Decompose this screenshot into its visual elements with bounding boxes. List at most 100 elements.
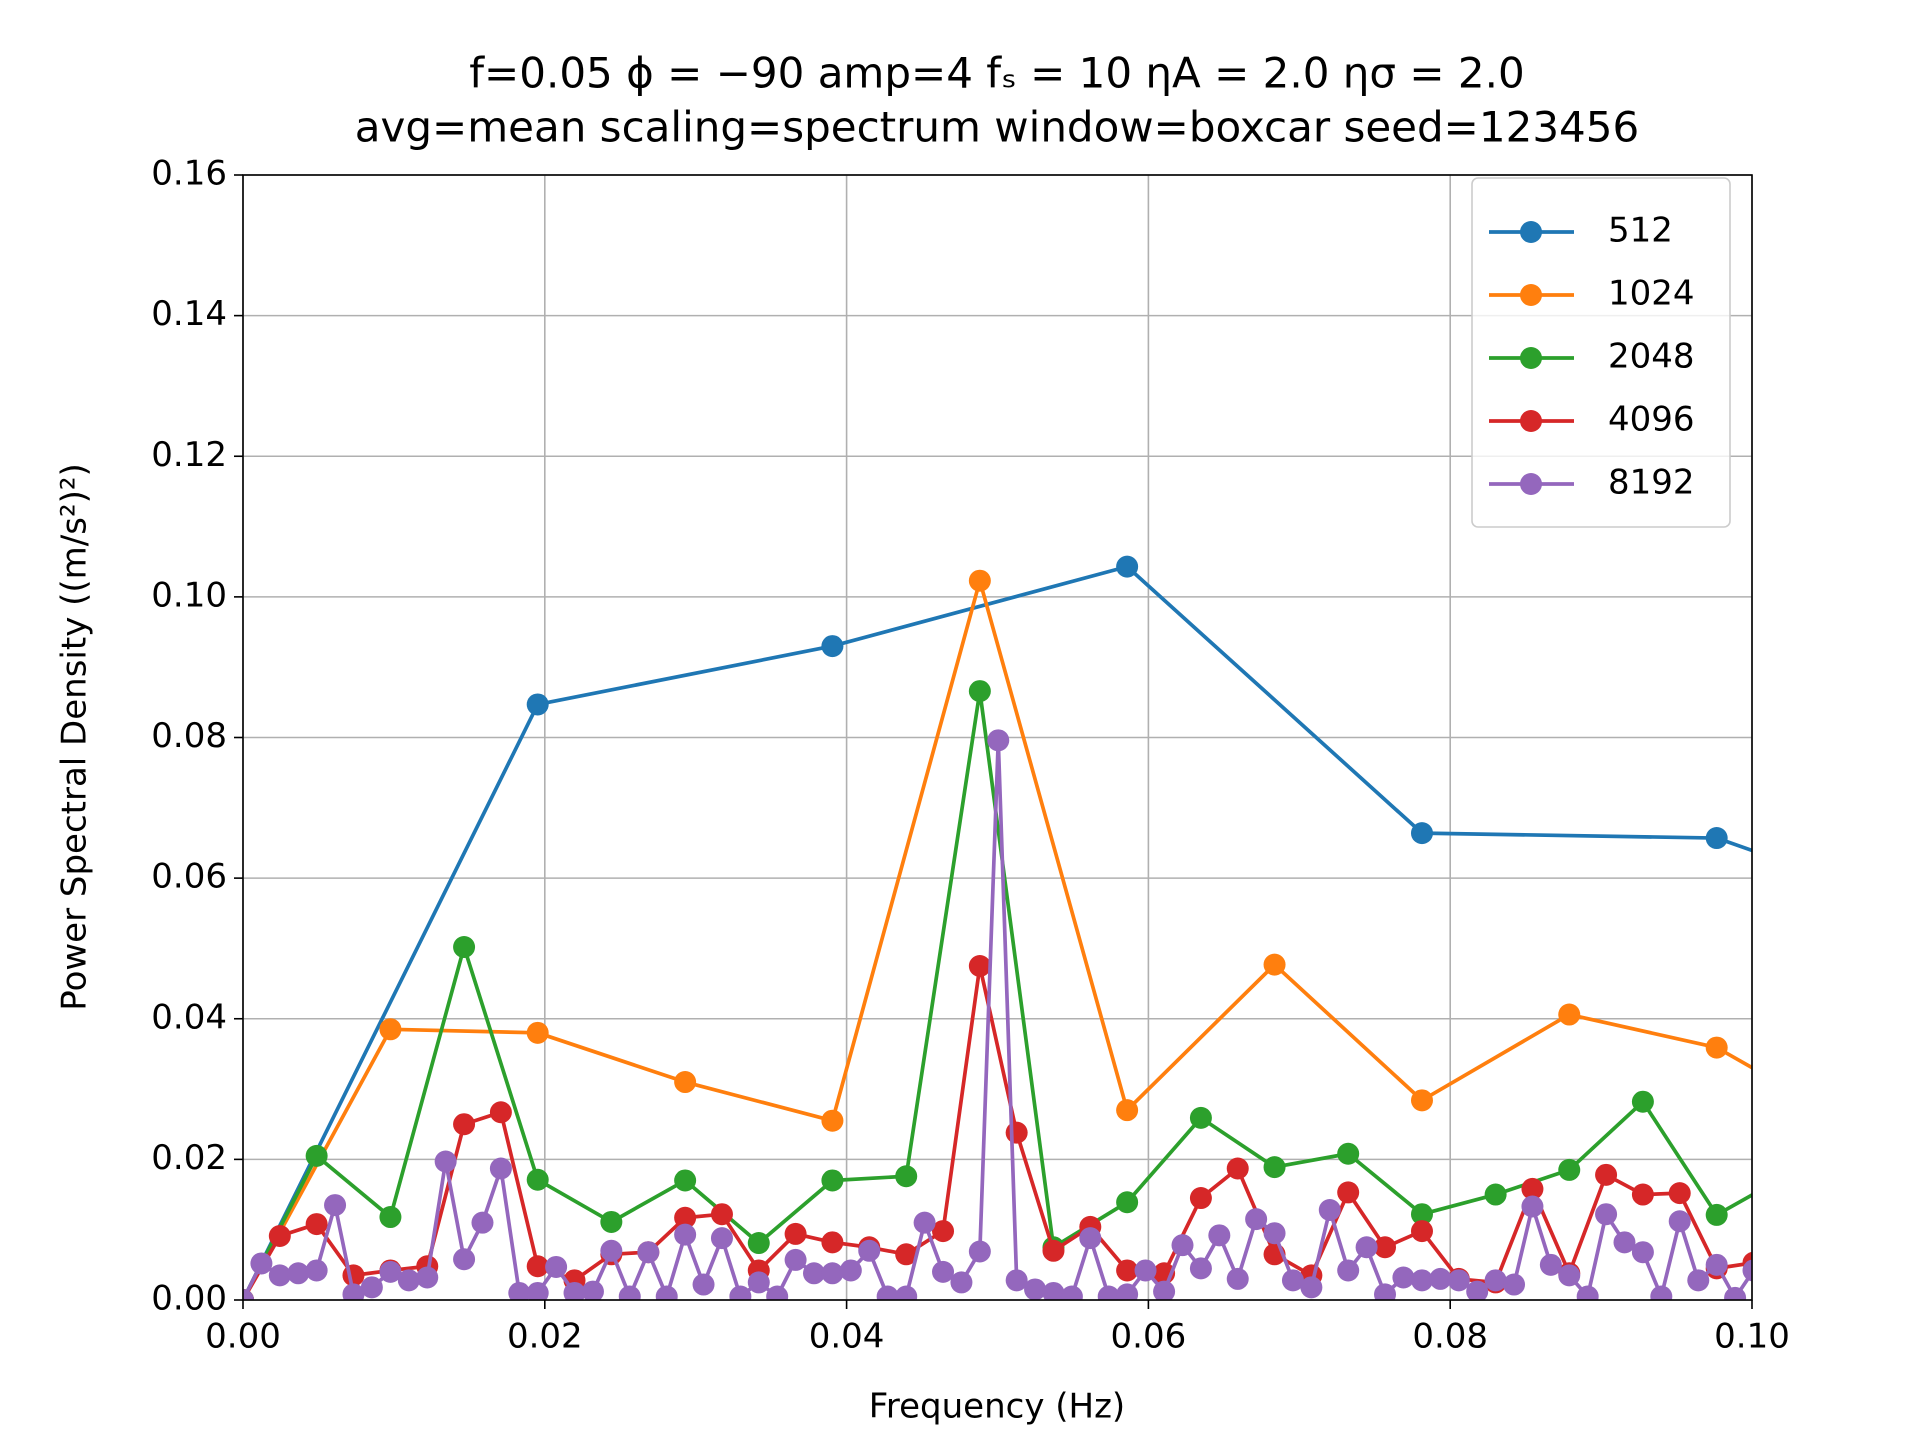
data-point — [1705, 827, 1728, 850]
data-point — [1539, 1253, 1562, 1276]
legend-label: 512 — [1608, 211, 1673, 251]
data-point — [1595, 1163, 1618, 1186]
data-point — [747, 1271, 770, 1294]
data-point — [600, 1210, 623, 1233]
data-point — [895, 1165, 918, 1188]
data-point — [268, 1225, 291, 1248]
data-point — [747, 1232, 770, 1255]
data-point — [1742, 1259, 1752, 1282]
data-point — [987, 729, 1010, 752]
data-point — [1705, 1203, 1728, 1226]
legend-marker — [1520, 473, 1542, 495]
legend-label: 2048 — [1608, 337, 1695, 377]
data-point — [1631, 1090, 1654, 1113]
data-point — [1668, 1210, 1691, 1233]
ticks: 0.00 0.02 0.04 0.06 0.08 0.10 0.00 0.02 0.04 0.06… — [151, 154, 1790, 1357]
data-point — [453, 936, 476, 959]
data-point — [1189, 1257, 1212, 1280]
data-point — [1116, 1099, 1139, 1122]
x-tick-label: 0.10 — [1714, 1317, 1790, 1357]
data-point — [526, 693, 549, 716]
data-point — [1374, 1283, 1397, 1300]
chart-subtitle: avg=mean scaling=spectrum window=boxcar … — [355, 103, 1639, 152]
data-point — [821, 1109, 844, 1132]
data-point — [453, 1113, 476, 1136]
data-point — [784, 1222, 807, 1245]
data-point — [1005, 1121, 1028, 1144]
data-point — [1613, 1231, 1636, 1254]
data-point — [1355, 1236, 1378, 1259]
data-point — [526, 1281, 549, 1300]
data-point — [1521, 1195, 1544, 1218]
legend-marker — [1520, 410, 1542, 432]
data-point — [1410, 1269, 1433, 1292]
data-point — [1466, 1280, 1489, 1300]
data-point — [1558, 1003, 1581, 1026]
data-point — [1208, 1224, 1231, 1247]
data-point — [1263, 1222, 1286, 1245]
data-point — [1079, 1227, 1102, 1250]
data-point — [821, 1262, 844, 1285]
x-tick-label: 0.00 — [205, 1317, 281, 1357]
data-point — [858, 1239, 881, 1262]
data-point — [563, 1281, 586, 1300]
data-point — [1650, 1285, 1673, 1300]
data-point — [1300, 1276, 1323, 1299]
data-point — [1245, 1208, 1268, 1231]
data-point — [1687, 1269, 1710, 1292]
data-point — [1668, 1182, 1691, 1205]
data-point — [379, 1260, 402, 1283]
y-axis-label: Power Spectral Density ((m/s²)²) — [55, 463, 95, 1010]
data-point — [784, 1248, 807, 1271]
data-point — [1410, 1203, 1433, 1226]
data-point — [1263, 953, 1286, 976]
y-tick-label: 0.12 — [151, 435, 227, 475]
data-point — [489, 1157, 512, 1180]
data-point — [618, 1285, 641, 1300]
y-tick-label: 0.10 — [151, 575, 227, 615]
data-point — [692, 1273, 715, 1296]
data-point — [379, 1206, 402, 1229]
plot-area — [243, 555, 1752, 1300]
data-point — [1595, 1203, 1618, 1226]
data-point — [1116, 555, 1139, 578]
data-point — [674, 1169, 697, 1192]
data-point — [1005, 1269, 1028, 1292]
data-point — [803, 1262, 826, 1285]
data-point — [674, 1206, 697, 1229]
data-point — [1558, 1158, 1581, 1181]
data-point — [342, 1283, 365, 1300]
data-point — [526, 1255, 549, 1278]
data-point — [968, 680, 991, 703]
data-point — [968, 1240, 991, 1263]
data-point — [932, 1220, 955, 1243]
data-point — [1337, 1142, 1360, 1165]
data-point — [821, 1169, 844, 1192]
legend-marker — [1520, 284, 1542, 306]
data-point — [360, 1276, 383, 1299]
data-point — [1631, 1183, 1654, 1206]
data-point — [342, 1264, 365, 1287]
data-point — [1374, 1236, 1397, 1259]
data-point — [379, 1018, 402, 1041]
data-point — [1503, 1273, 1526, 1296]
data-point — [471, 1211, 494, 1234]
data-point — [250, 1252, 273, 1275]
data-point — [1337, 1181, 1360, 1204]
data-point — [1484, 1183, 1507, 1206]
y-tick-label: 0.08 — [151, 716, 227, 756]
data-point — [397, 1269, 420, 1292]
data-point — [305, 1144, 328, 1167]
data-point — [1134, 1259, 1157, 1282]
x-tick-label: 0.02 — [507, 1317, 583, 1357]
data-point — [950, 1271, 973, 1294]
data-point — [821, 1231, 844, 1254]
data-point — [1189, 1106, 1212, 1129]
data-point — [1392, 1266, 1415, 1289]
data-point — [674, 1071, 697, 1094]
data-point — [324, 1194, 347, 1217]
data-point — [1576, 1285, 1599, 1300]
data-point — [729, 1285, 752, 1300]
data-point — [489, 1101, 512, 1124]
